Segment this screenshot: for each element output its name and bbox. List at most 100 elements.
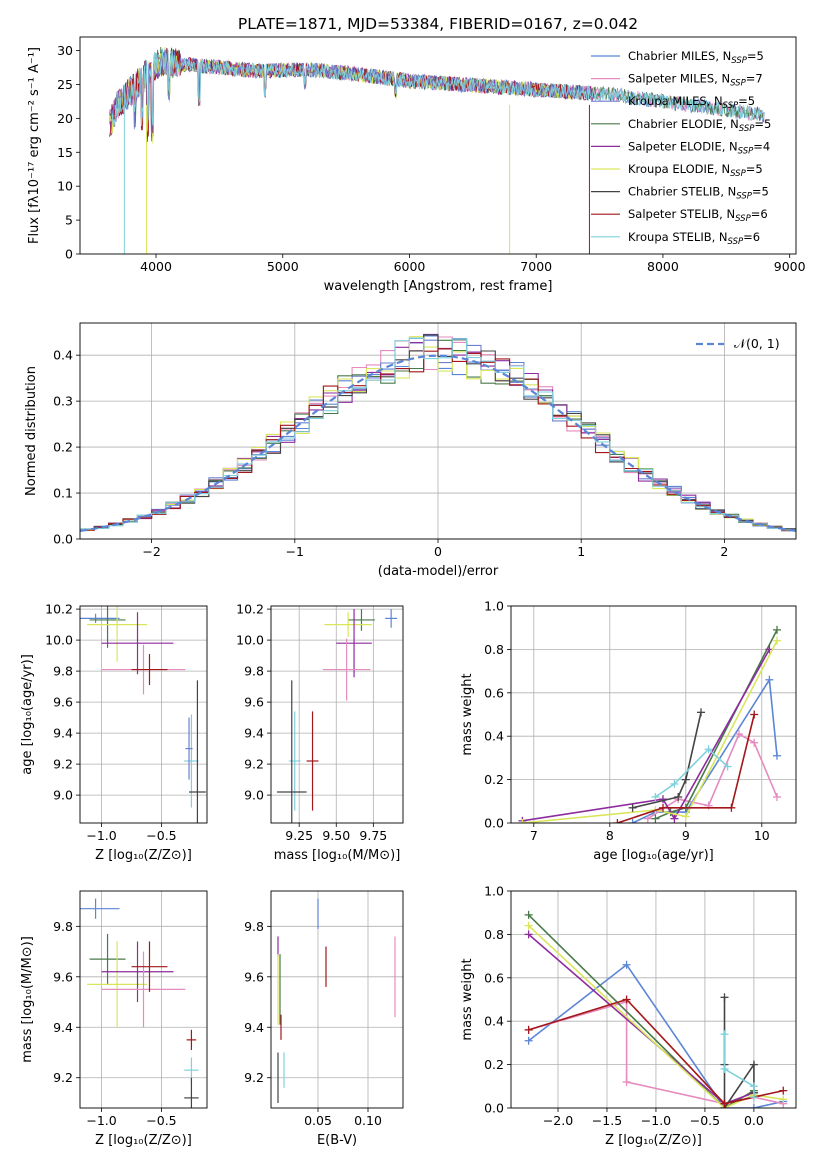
- y-tick-label: 9.6: [53, 969, 73, 984]
- y-tick-label: 9.6: [244, 695, 264, 710]
- weight-point: [518, 819, 527, 823]
- error-point: [101, 951, 186, 1028]
- y-tick-label: 0.6: [484, 970, 504, 985]
- x-axis-label: E(B-V): [317, 1133, 357, 1148]
- weight-series-line: [528, 925, 784, 1108]
- weight-series-line: [528, 1000, 784, 1105]
- plot-area: [524, 910, 788, 1108]
- y-tick-label: 0: [65, 247, 73, 262]
- weight-point: [749, 1093, 758, 1102]
- weight-series-line: [522, 649, 771, 822]
- legend-entry: Salpeter MILES, NSSP=7: [628, 72, 763, 89]
- weight-point: [773, 751, 781, 760]
- weight-point: [622, 995, 631, 1004]
- y-tick-label: 9.4: [53, 726, 73, 741]
- x-axis-label: (data-model)/error: [378, 564, 499, 579]
- y-tick-label: 30: [57, 43, 73, 58]
- weight-series-line: [723, 997, 755, 1108]
- y-tick-label: 10: [57, 179, 73, 194]
- y-tick-label: 9.0: [53, 788, 73, 803]
- y-tick-label: 9.6: [244, 969, 264, 984]
- x-tick-label: 9: [682, 828, 690, 843]
- x-tick-label: 8000: [647, 259, 679, 274]
- weight-point: [681, 775, 690, 784]
- error-point: [89, 606, 126, 648]
- weight-point: [749, 1082, 758, 1091]
- error-point: [306, 711, 319, 811]
- legend-entry: Salpeter STELIB, NSSP=6: [628, 207, 768, 224]
- weight-point: [773, 636, 781, 645]
- x-tick-label: 0.10: [354, 1113, 382, 1128]
- x-tick-label: 4000: [140, 259, 172, 274]
- weight-point: [735, 730, 743, 739]
- x-tick-label: −1.5: [592, 1113, 622, 1128]
- grid: [80, 606, 207, 823]
- weight-point: [524, 910, 533, 919]
- y-tick-label: 10.0: [45, 633, 73, 648]
- y-tick-label: 9.2: [244, 757, 264, 772]
- y-tick-label: 9.4: [244, 1020, 264, 1035]
- residual-histogram: [80, 348, 796, 532]
- x-tick-label: 0: [434, 544, 442, 559]
- weight-point: [720, 1030, 729, 1039]
- plot-area: [277, 898, 396, 1103]
- weight-point: [765, 675, 774, 684]
- x-tick-label: 9.50: [322, 828, 350, 843]
- y-tick-label: 0.6: [484, 685, 504, 700]
- weight-point: [622, 1077, 631, 1086]
- y-tick-label: 10.2: [236, 602, 264, 617]
- error-point: [288, 711, 301, 811]
- legend-entry: 𝒩(0, 1): [734, 336, 780, 351]
- axes-weight-vs-z: −2.0 −1.5 −1.0 −0.5 0.0 0.0 0.2 0.4 0.6 0.8 1.0 Z […: [460, 884, 797, 1148]
- axes-residuals: −2 −1 0 1 2 0.0 0.1 0.2 0.3 0.4 (data-model)/error…: [24, 322, 797, 579]
- x-tick-label: 7: [530, 828, 538, 843]
- y-tick-label: 0.4: [484, 1014, 504, 1029]
- x-tick-label: −0.5: [146, 1113, 176, 1128]
- x-tick-label: 2: [720, 544, 728, 559]
- x-tick-label: 0.0: [744, 1113, 764, 1128]
- y-tick-label: 0.2: [484, 772, 504, 787]
- y-axis-label: mass weight: [460, 673, 475, 755]
- weight-point: [720, 993, 729, 1002]
- axes-spectrum: 4000 5000 6000 7000 8000 9000 0 5 10 15 20 25 30 wave…: [27, 36, 806, 294]
- weight-point: [720, 1064, 729, 1073]
- x-tick-label: 7000: [520, 259, 552, 274]
- y-axis-label: mass [log₁₀(M/M⊙)]: [20, 936, 35, 1063]
- error-point: [101, 612, 174, 675]
- y-tick-label: 1.0: [484, 599, 504, 614]
- plot-area: [276, 609, 398, 823]
- y-tick-label: 0.8: [484, 927, 504, 942]
- weight-point: [659, 795, 667, 804]
- y-axis-label: Flux [fλ10⁻¹⁷ erg cm⁻² s⁻¹ A⁻¹]: [27, 47, 42, 244]
- legend-entry: Salpeter ELODIE, NSSP=4: [628, 139, 770, 156]
- axes-mass-vs-z: −1.0 −0.5 9.2 9.4 9.6 9.8 Z [log₁₀(Z/Z⊙)] mass …: [20, 890, 208, 1148]
- y-tick-label: 5: [65, 213, 73, 228]
- weight-point: [674, 792, 683, 801]
- weight-point: [773, 625, 781, 634]
- y-tick-label: 0.0: [53, 532, 73, 547]
- error-point: [80, 613, 120, 624]
- error-point: [80, 898, 120, 919]
- y-tick-label: 9.2: [53, 757, 73, 772]
- normal-curve: [80, 354, 796, 532]
- y-tick-label: 0.2: [484, 1057, 504, 1072]
- y-tick-label: 10.0: [236, 633, 264, 648]
- error-point: [185, 717, 193, 780]
- weight-point: [773, 792, 781, 801]
- weight-series-line: [632, 712, 702, 809]
- x-tick-label: −2: [142, 544, 160, 559]
- error-point: [322, 638, 371, 701]
- x-tick-label: 9000: [774, 259, 806, 274]
- x-tick-label: 5000: [267, 259, 299, 274]
- legend-entry: Kroupa ELODIE, NSSP=5: [628, 162, 763, 179]
- error-point: [186, 1029, 197, 1050]
- weight-point: [524, 930, 533, 939]
- weight-point: [613, 819, 622, 823]
- axes-age-vs-mass: 9.25 9.50 9.75 9.0 9.2 9.4 9.6 9.8 10.0 10.2 mass …: [236, 602, 404, 863]
- weight-point: [750, 710, 759, 719]
- axes-frame: [79, 36, 797, 255]
- x-tick-label: −1.0: [641, 1113, 671, 1128]
- plot-area: [80, 606, 206, 823]
- error-point: [131, 654, 168, 686]
- x-tick-label: 6000: [394, 259, 426, 274]
